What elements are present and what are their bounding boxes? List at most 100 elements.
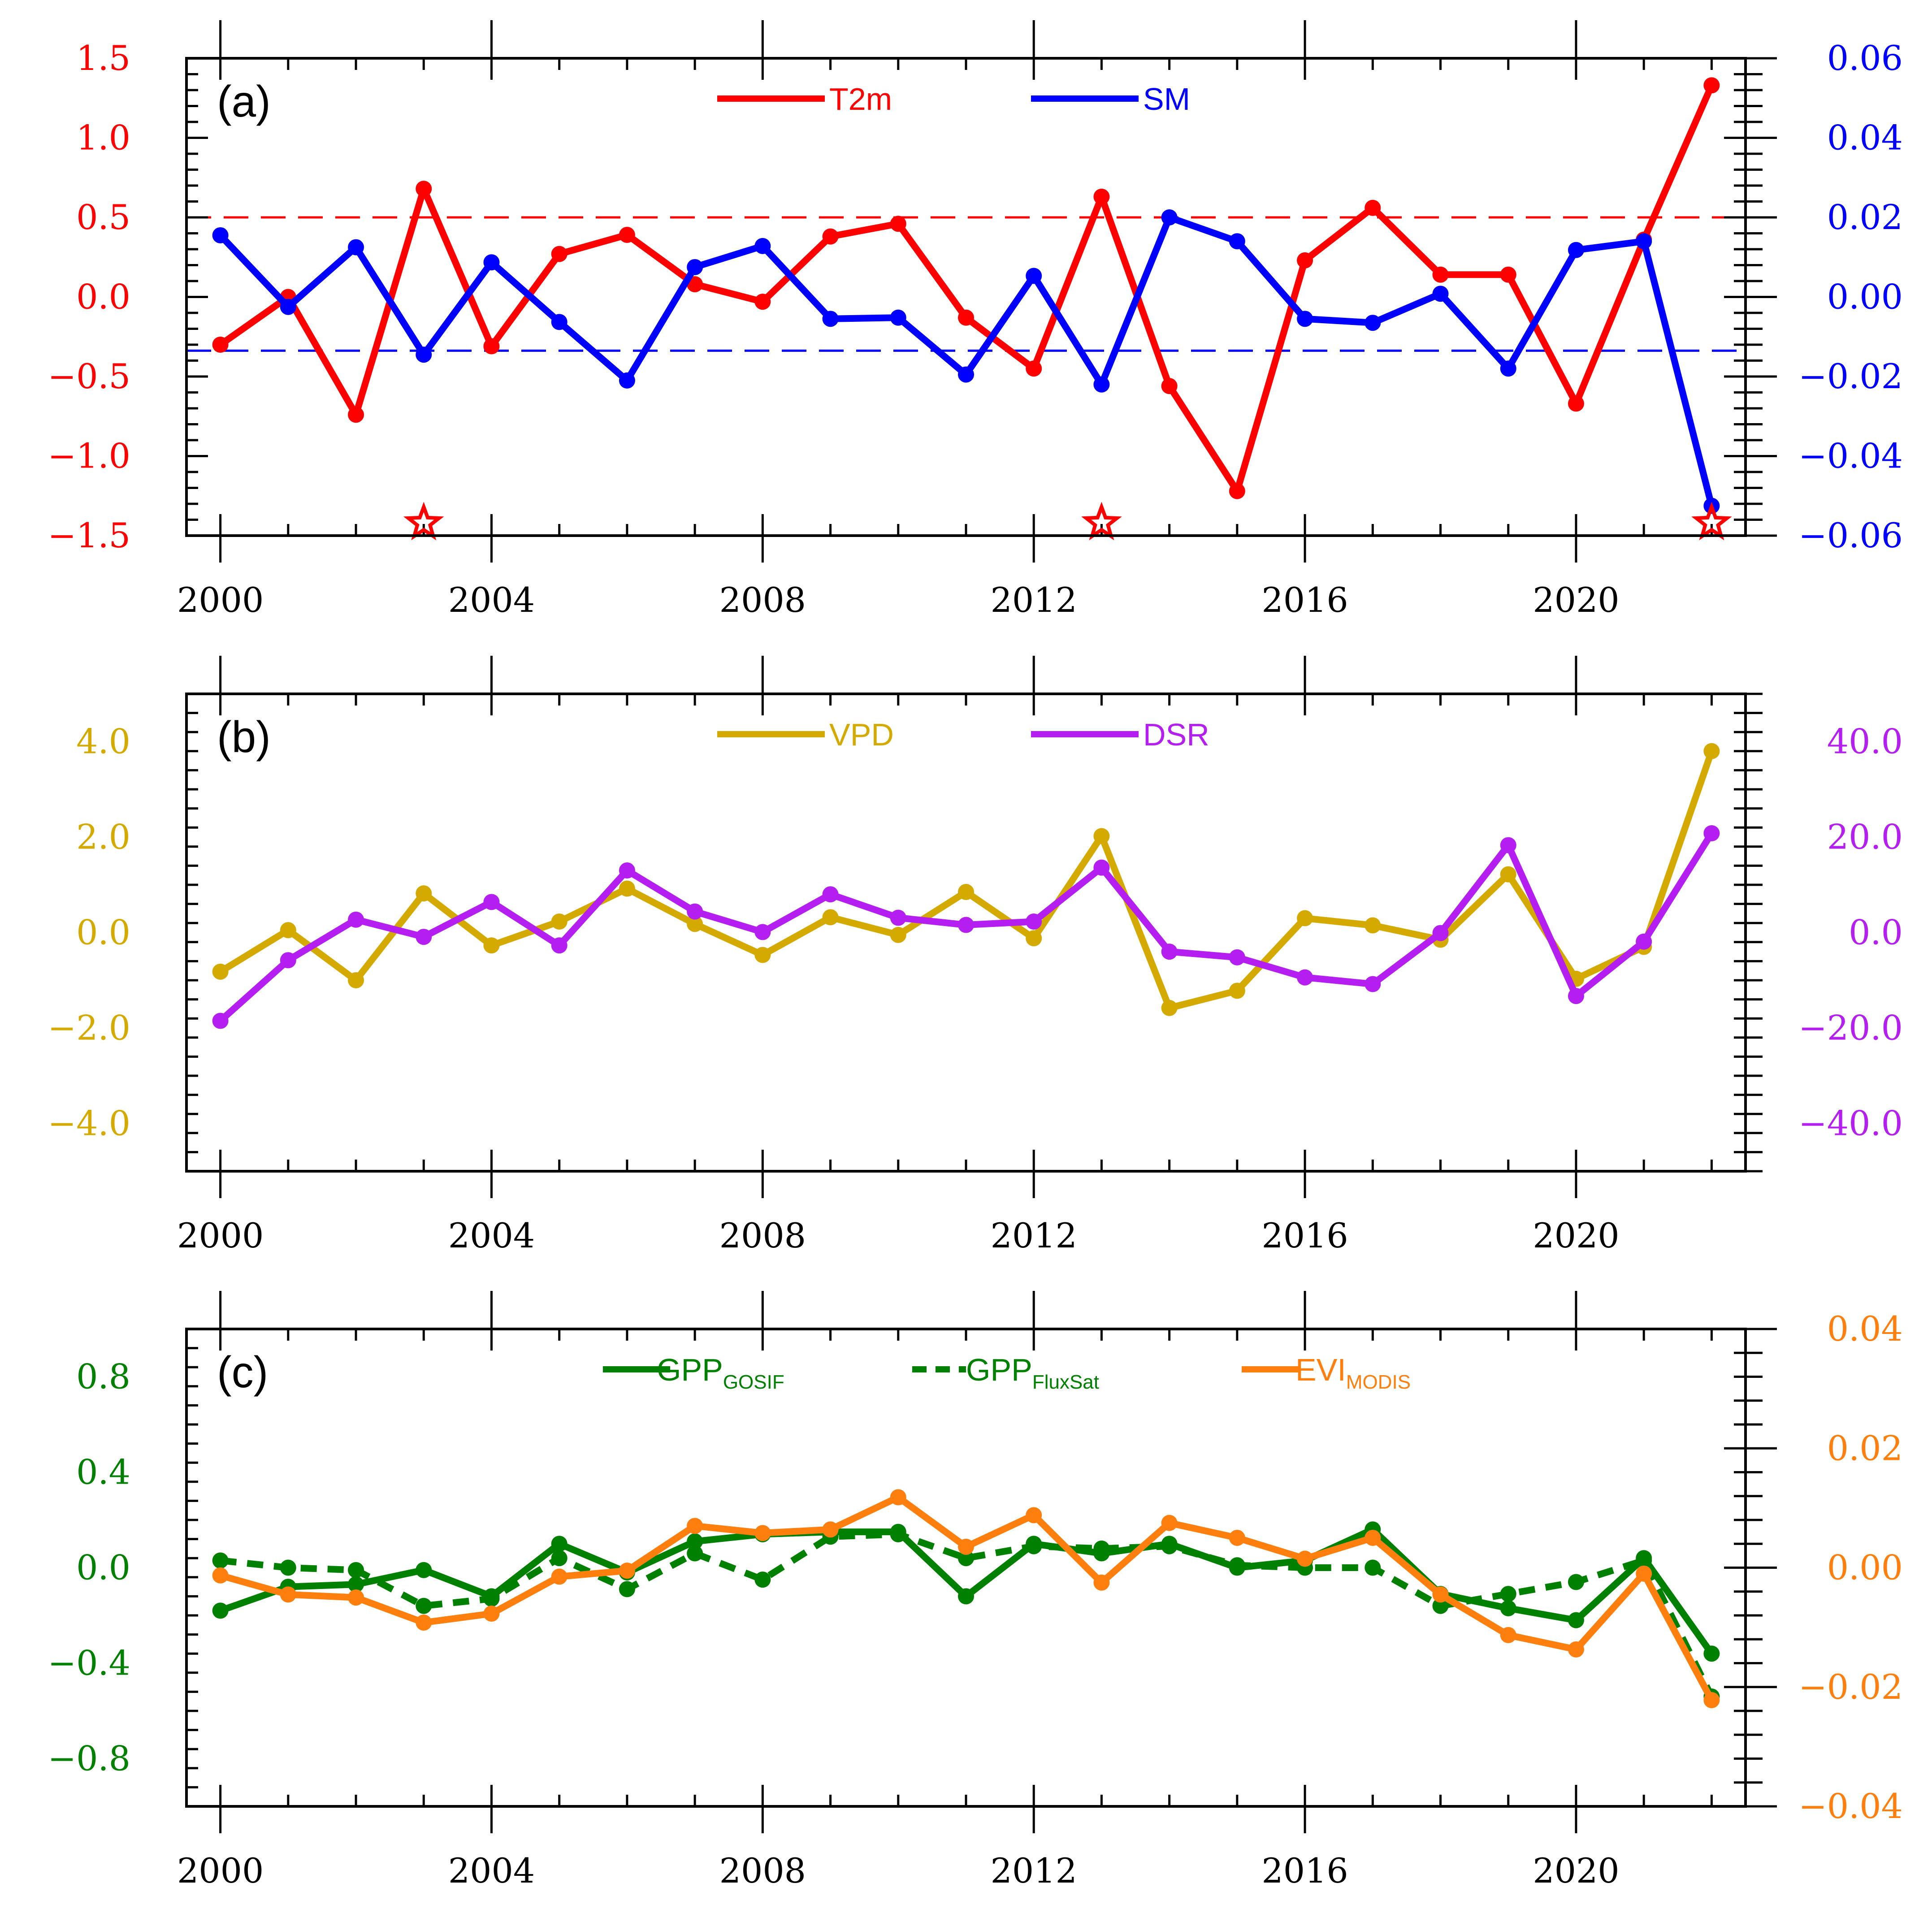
data-point-t2m (1703, 77, 1720, 94)
data-point-gpp-fluxsat (890, 1526, 906, 1542)
data-point-gpp-fluxsat (1568, 1574, 1584, 1590)
data-point-dsr (1026, 913, 1042, 930)
x-tick-label: 2004 (448, 580, 535, 620)
data-point-gpp-gosif (1703, 1645, 1720, 1662)
data-point-sm (890, 309, 906, 326)
y-left-tick-label: −0.8 (48, 1739, 130, 1779)
data-point-sm (1229, 233, 1245, 250)
y-right-tick-label: 0.06 (1827, 38, 1903, 78)
data-point-t2m (1229, 483, 1245, 499)
x-tick-label: 2016 (1261, 1851, 1348, 1891)
data-point-vpd (890, 926, 906, 943)
y-left-tick-label: 0.5 (76, 197, 130, 237)
data-point-vpd (1229, 983, 1245, 999)
data-point-sm (822, 311, 839, 327)
y-left-tick-label: 1.5 (76, 38, 130, 78)
data-point-gpp-fluxsat (551, 1550, 567, 1567)
x-tick-label: 2004 (448, 1851, 535, 1891)
data-point-dsr (416, 929, 432, 945)
star-marker (1081, 502, 1122, 541)
x-tick-label: 2004 (448, 1216, 535, 1255)
data-point-gpp-fluxsat (280, 1559, 296, 1576)
x-tick-label: 2000 (177, 1216, 264, 1255)
data-point-gpp-gosif (1568, 1612, 1584, 1628)
x-tick-label: 2016 (1261, 1216, 1348, 1255)
data-point-evi-modis (1026, 1507, 1042, 1524)
data-point-gpp-gosif (958, 1588, 974, 1605)
data-point-dsr (958, 917, 974, 933)
data-point-vpd (687, 916, 703, 932)
data-point-sm (958, 366, 974, 383)
data-point-dsr (1161, 944, 1178, 960)
legend-label: GPPGOSIF (657, 1352, 784, 1393)
data-point-vpd (212, 963, 229, 980)
data-point-gpp-fluxsat (1093, 1540, 1110, 1557)
data-point-evi-modis (1229, 1529, 1245, 1546)
data-point-t2m (1568, 395, 1584, 412)
legend-subscript: MODIS (1346, 1371, 1411, 1393)
series-line-gpp-fluxsat (220, 1531, 1715, 1698)
y-left-tick-label: 1.0 (76, 118, 130, 158)
data-point-vpd (619, 880, 635, 897)
data-point-dsr (483, 894, 500, 910)
data-point-evi-modis (1636, 1565, 1652, 1582)
y-right-tick-label: 0.04 (1827, 118, 1903, 158)
plot-frame (185, 57, 1747, 537)
data-point-evi-modis (822, 1521, 839, 1538)
data-point-dsr (1093, 859, 1110, 876)
data-point-sm (1365, 315, 1381, 331)
data-point-evi-modis (483, 1606, 500, 1622)
y-left-tick-label: −0.4 (48, 1643, 130, 1683)
x-tick-label: 2016 (1261, 580, 1348, 620)
legend-label: T2m (829, 82, 892, 117)
data-point-evi-modis (1500, 1627, 1516, 1643)
data-point-vpd (348, 972, 364, 988)
data-point-gpp-gosif (348, 1576, 364, 1593)
data-point-gpp-fluxsat (1636, 1552, 1652, 1569)
data-point-sm (687, 259, 703, 275)
y-left-tick-label: 2.0 (76, 817, 130, 857)
y-left-tick-label: 0.4 (76, 1452, 130, 1492)
data-point-dsr (1229, 949, 1245, 965)
y-left-tick-label: 4.0 (76, 722, 130, 762)
data-point-evi-modis (890, 1489, 906, 1506)
data-point-evi-modis (212, 1567, 229, 1584)
data-point-evi-modis (619, 1563, 635, 1579)
data-point-sm (1161, 209, 1178, 225)
data-point-evi-modis (958, 1538, 974, 1555)
x-tick-label: 2012 (991, 580, 1077, 620)
y-right-tick-label: −0.06 (1798, 515, 1903, 555)
data-point-dsr (1297, 969, 1313, 986)
data-point-evi-modis (1161, 1515, 1178, 1531)
data-point-t2m (754, 294, 771, 310)
data-point-sm (1297, 311, 1313, 327)
panel-label: (a) (217, 77, 271, 126)
y-right-tick-label: 40.0 (1827, 722, 1903, 762)
data-point-gpp-gosif (416, 1562, 432, 1578)
data-point-dsr (1500, 837, 1516, 853)
data-point-gpp-fluxsat (754, 1571, 771, 1588)
legend-label: EVIMODIS (1295, 1352, 1411, 1393)
y-right-tick-label: −40.0 (1798, 1104, 1903, 1143)
y-right-tick-label: −0.02 (1798, 1667, 1903, 1707)
data-point-gpp-fluxsat (1161, 1538, 1178, 1554)
data-point-dsr (1365, 976, 1381, 992)
legend-subscript: GOSIF (723, 1371, 784, 1393)
data-point-vpd (1161, 1000, 1178, 1016)
x-tick-label: 2012 (991, 1851, 1077, 1891)
y-right-tick-label: 20.0 (1827, 817, 1903, 857)
data-point-vpd (754, 947, 771, 963)
data-point-vpd (280, 922, 296, 939)
x-tick-label: 2020 (1533, 580, 1619, 620)
data-point-t2m (1297, 252, 1313, 268)
y-left-tick-label: 0.0 (76, 1548, 130, 1588)
data-point-t2m (1093, 188, 1110, 205)
y-right-tick-label: 0.04 (1827, 1309, 1903, 1349)
data-point-vpd (1703, 743, 1720, 759)
data-point-evi-modis (1297, 1550, 1313, 1567)
data-point-dsr (754, 924, 771, 940)
data-point-t2m (416, 181, 432, 197)
panel-c: 2000 2004 2008 2012 2016 2020 −0.8 −0.4 0.0 0.4 0.… (48, 1291, 1903, 1891)
y-right-tick-label: −0.04 (1798, 1786, 1903, 1826)
data-point-gpp-fluxsat (212, 1552, 229, 1569)
